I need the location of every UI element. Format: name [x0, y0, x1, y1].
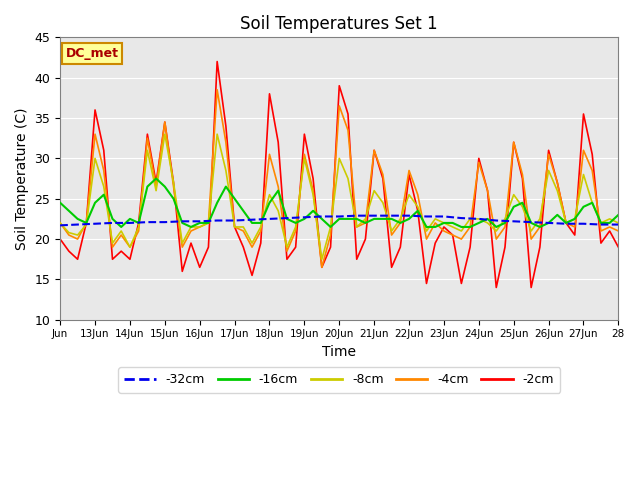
X-axis label: Time: Time	[323, 345, 356, 359]
Title: Soil Temperatures Set 1: Soil Temperatures Set 1	[241, 15, 438, 33]
Legend: -32cm, -16cm, -8cm, -4cm, -2cm: -32cm, -16cm, -8cm, -4cm, -2cm	[118, 367, 561, 393]
Y-axis label: Soil Temperature (C): Soil Temperature (C)	[15, 108, 29, 250]
Text: DC_met: DC_met	[66, 47, 119, 60]
